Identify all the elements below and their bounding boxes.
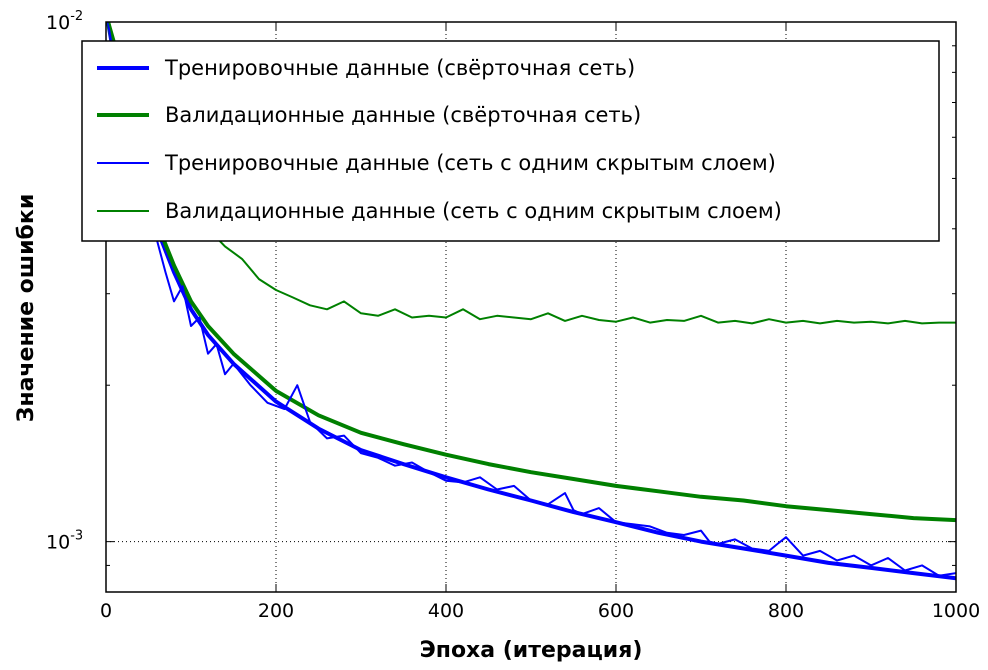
y-axis-label: Значение ошибки — [14, 194, 39, 423]
x-tick-label: 1000 — [932, 600, 980, 622]
x-tick-label: 800 — [768, 600, 804, 622]
x-tick-label: 200 — [258, 600, 294, 622]
y-tick-label: 10-3 — [46, 529, 83, 554]
x-tick-label: 400 — [428, 600, 464, 622]
x-axis-label: Эпоха (итерация) — [420, 638, 643, 663]
legend-box — [81, 40, 940, 242]
x-tick-label: 0 — [100, 600, 112, 622]
legend-label-4: Валидационные данные (сеть с одним скрыт… — [165, 199, 782, 223]
series-line-3 — [106, 22, 956, 577]
y-tick-label: 10-2 — [46, 9, 83, 34]
grid — [106, 22, 956, 592]
x-tick-label: 600 — [598, 600, 634, 622]
legend-label-2: Валидационные данные (свёрточная сеть) — [165, 103, 641, 127]
legend-label-3: Тренировочные данные (сеть с одним скрыт… — [164, 151, 776, 175]
legend-label-1: Тренировочные данные (свёрточная сеть) — [164, 56, 635, 80]
plot-frame — [105, 21, 957, 593]
x-axis-ticks: 0 200 400 600 800 1000 — [100, 22, 980, 622]
legend: Тренировочные данные (свёрточная сеть) Ва… — [81, 40, 940, 242]
y-axis-ticks: 10-3 10-2 — [46, 9, 956, 554]
